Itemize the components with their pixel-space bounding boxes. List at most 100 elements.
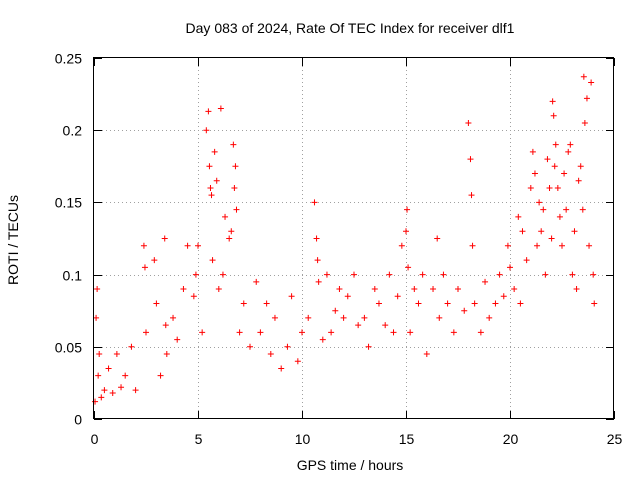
data-point [575,177,582,184]
x-tick-label: 5 [195,431,203,447]
axis-ticks [94,58,615,420]
data-point [411,286,418,293]
data-point [233,206,240,213]
data-point [151,257,158,264]
x-tick-label: 0 [91,431,99,447]
data-point [143,329,149,336]
y-tick-label: 0.2 [63,123,83,139]
data-point [386,271,393,278]
data-point [504,242,511,249]
data-point [184,242,191,249]
data-point [531,170,538,177]
data-point [299,329,305,336]
data-point [215,286,222,293]
data-point [563,206,570,213]
data-point [430,286,437,293]
data-point [95,372,102,379]
data-point [199,329,206,336]
data-point [118,384,125,391]
tick-labels: 0 5 10 15 20 25 0 0.05 0.1 0.15 0.2 0.25 [55,51,623,448]
data-point [93,314,100,321]
data-point [240,300,247,307]
data-point [141,264,148,271]
data-point [434,235,441,242]
data-point [440,271,447,278]
data-point [552,141,559,148]
data-point [336,286,343,293]
data-point [538,228,545,235]
data-point [551,163,558,170]
data-point [468,192,475,199]
data-point [228,228,235,235]
data-point [450,329,457,336]
x-tick-label: 25 [607,431,623,447]
data-point [579,206,586,213]
data-point [344,293,351,300]
data-point [170,314,177,321]
data-point [267,351,274,358]
data-point [591,300,598,307]
data-point [549,98,556,105]
data-point [365,343,372,350]
data-point [94,286,101,293]
data-point [232,163,239,170]
data-point [355,322,362,329]
data-point [226,235,233,242]
data-point [519,228,526,235]
data-point [132,387,139,394]
data-point [467,156,474,163]
data-point [588,79,595,86]
data-point [586,242,593,249]
data-point [540,206,547,213]
data-point [253,278,260,285]
data-point [583,95,590,102]
y-tick-label: 0.1 [63,268,83,284]
x-axis-label: GPS time / hours [297,457,404,473]
data-point [113,351,120,358]
data-point [319,336,326,343]
data-point [205,108,212,115]
data-point [230,141,237,148]
data-point [162,322,169,329]
data-point [567,141,574,148]
data-point [128,343,135,350]
data-point [311,199,318,206]
data-point [231,184,238,191]
data-point [546,184,553,191]
data-point [469,242,476,249]
data-point [271,314,278,321]
data-point [211,148,218,155]
data-point [482,278,489,285]
data-point [284,343,291,350]
x-tick-label: 15 [399,431,415,447]
data-point [496,271,503,278]
data-point [465,119,472,126]
data-point [527,184,534,191]
data-point [361,314,368,321]
data-point [580,73,587,80]
data-point [436,314,443,321]
data-point [375,300,382,307]
data-point [288,293,295,300]
data-point [477,329,484,336]
data-point [105,365,112,372]
data-point [561,170,568,177]
data-point [398,242,405,249]
data-point [157,372,164,379]
y-tick-label: 0.25 [55,51,82,67]
x-tick-label: 20 [503,431,519,447]
data-point [190,293,197,300]
data-point [544,156,551,163]
data-point [515,213,522,220]
y-tick-label: 0.05 [55,340,82,356]
data-point [548,235,555,242]
data-point [192,271,199,278]
data-point [208,192,215,199]
data-point [351,271,357,278]
data-point [455,286,461,293]
data-point [461,307,468,314]
data-point [554,184,561,191]
data-point [577,163,584,170]
